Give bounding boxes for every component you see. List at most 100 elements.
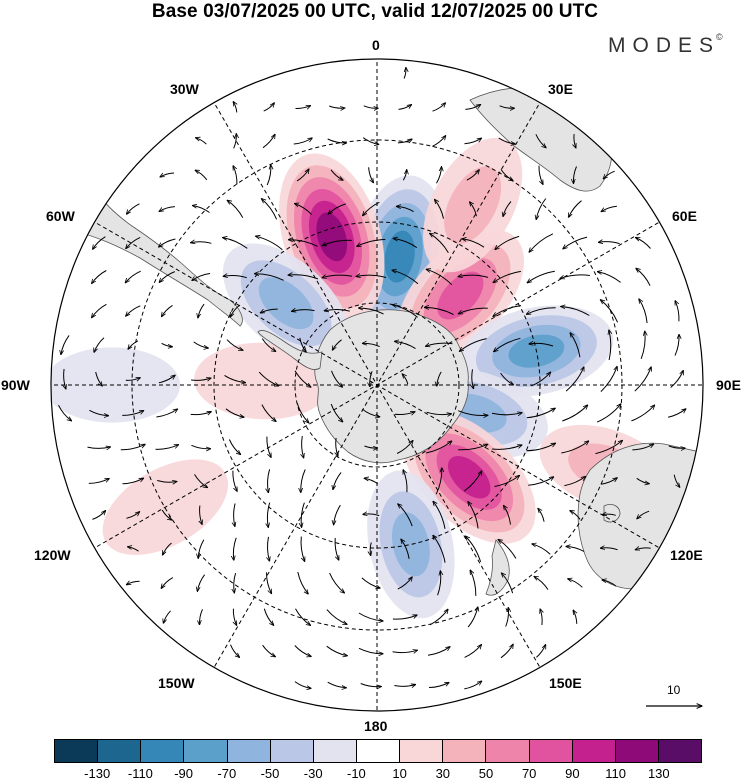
- wind-vector: [397, 139, 412, 144]
- label-lon-150w: 150W: [158, 675, 195, 691]
- wind-vector: [197, 574, 205, 592]
- wind-vector: [392, 650, 418, 652]
- colorbar-swatch: [227, 740, 271, 762]
- colorbar-swatch: [55, 740, 99, 762]
- wind-vector: [361, 577, 380, 588]
- logo-text: MODES: [608, 34, 721, 57]
- colorbar-tick-label: -50: [260, 766, 280, 781]
- wind-vector: [534, 576, 549, 590]
- wind-vector: [401, 539, 410, 559]
- label-lon-0: 0: [372, 37, 380, 53]
- wind-vector: [268, 469, 271, 492]
- colorbar-tick-label: -70: [217, 766, 237, 781]
- anomaly-contour: [437, 271, 484, 320]
- wind-vectors: [58, 68, 686, 689]
- colorbar: [54, 739, 702, 763]
- wind-vector: [437, 371, 442, 386]
- wind-vector: [602, 580, 617, 587]
- wind-vector: [675, 301, 680, 322]
- wind-vector: [156, 409, 177, 418]
- wind-vector: [392, 270, 419, 285]
- wind-vector: [127, 203, 140, 214]
- wind-vector: [326, 645, 348, 656]
- wind-vector: [394, 412, 415, 415]
- wind-vector: [667, 409, 686, 418]
- wind-vector: [573, 610, 577, 624]
- wind-vector: [470, 570, 477, 596]
- wind-vector: [357, 239, 386, 247]
- wind-vector: [428, 683, 449, 688]
- wind-vector: [435, 468, 442, 495]
- wind-vector: [402, 170, 406, 181]
- wind-vector: [435, 199, 444, 219]
- wind-vector: [95, 371, 103, 386]
- colorbar-tick-label: 90: [565, 766, 580, 781]
- wind-vector: [266, 165, 271, 186]
- wind-vector: [228, 439, 240, 455]
- colorbar-swatch: [184, 740, 228, 762]
- wind-vector: [636, 238, 651, 249]
- wind-vector: [230, 644, 240, 658]
- wind-vector: [262, 134, 275, 149]
- wind-vector: [262, 644, 276, 657]
- wind-vector: [232, 470, 237, 492]
- wind-vector: [392, 615, 417, 620]
- wind-vector: [198, 539, 205, 559]
- wind-vector: [334, 537, 339, 560]
- wind-vector: [267, 502, 271, 528]
- colorbar-tick-label: -130: [84, 766, 111, 781]
- wind-vector: [330, 169, 343, 180]
- wind-vector: [294, 645, 311, 657]
- wind-vector: [465, 536, 482, 563]
- wind-vector: [639, 299, 648, 324]
- wind-vector: [470, 202, 477, 217]
- wind-vector: [526, 408, 555, 419]
- wind-vector: [356, 275, 387, 278]
- wind-vector: [426, 441, 452, 454]
- wind-vector: [193, 206, 210, 213]
- wind-vector: [294, 204, 312, 215]
- wind-vector: [368, 167, 374, 182]
- wind-vector: [334, 504, 341, 525]
- wind-vector: [128, 340, 139, 349]
- wind-vector: [526, 307, 556, 315]
- wind-vector: [261, 338, 276, 352]
- wind-vector: [159, 238, 176, 247]
- colorbar-swatch: [572, 740, 616, 762]
- wind-vector: [297, 571, 308, 594]
- wind-vector: [436, 167, 442, 184]
- new-zealand: [485, 539, 510, 596]
- wind-vector: [566, 547, 585, 552]
- colorbar-tick-label: 70: [521, 766, 537, 781]
- wind-vector: [265, 572, 271, 593]
- colorbar-ticks: -130 -110 -90 -70 -50 -30 -10 10 30 50 70 90 110 130: [0, 766, 750, 783]
- wind-vector: [126, 581, 140, 584]
- wind-vector: [234, 572, 237, 593]
- wind-vector: [398, 504, 413, 527]
- wind-vector: [632, 444, 653, 451]
- wind-vector: [603, 170, 615, 179]
- wind-vector: [92, 303, 107, 317]
- wind-vector: [261, 199, 278, 220]
- colorbar-swatch: [529, 740, 573, 762]
- wind-vector: [331, 370, 343, 387]
- wind-vector: [126, 512, 139, 519]
- wind-vector: [125, 378, 140, 381]
- wind-vector: [190, 412, 212, 415]
- wind-vector: [596, 404, 621, 423]
- wind-vector: [370, 542, 371, 556]
- wind-vector: [358, 612, 383, 621]
- wind-vector: [268, 536, 270, 561]
- wind-vector: [464, 138, 482, 145]
- wind-vector: [336, 437, 338, 456]
- wind-vector: [565, 367, 584, 392]
- wind-vector: [293, 138, 312, 145]
- wind-vector: [362, 343, 380, 348]
- wind-vector: [493, 270, 521, 282]
- wind-vector: [155, 445, 179, 450]
- wind-vector: [458, 307, 488, 314]
- wind-vector: [233, 166, 238, 185]
- wind-vector: [192, 273, 211, 281]
- anomaly-contour: [194, 342, 332, 420]
- wind-vector: [328, 203, 346, 214]
